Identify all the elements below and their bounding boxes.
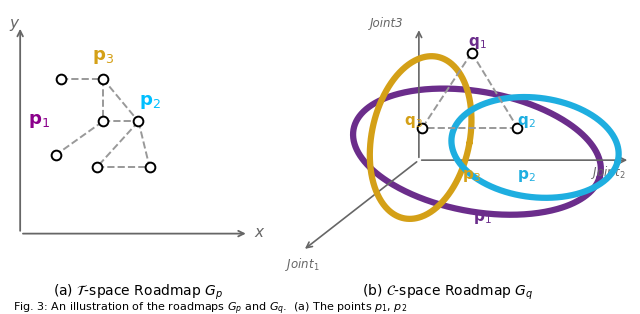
Text: p$_2$: p$_2$	[139, 93, 161, 111]
Text: (b) $\mathcal{C}$-space Roadmap $G_q$: (b) $\mathcal{C}$-space Roadmap $G_q$	[362, 282, 534, 301]
Text: Joint3: Joint3	[370, 17, 403, 30]
Text: p$_3$: p$_3$	[92, 48, 114, 66]
Text: p$_2$: p$_2$	[517, 168, 536, 184]
Text: p$_1$: p$_1$	[28, 112, 51, 130]
Text: q$_2$: q$_2$	[517, 114, 536, 130]
Text: $x$: $x$	[254, 225, 266, 240]
Text: q$_3$: q$_3$	[404, 114, 423, 130]
Text: Joint$_1$: Joint$_1$	[285, 256, 319, 273]
Text: Fig. 3: An illustration of the roadmaps $G_p$ and $G_q$.  (a) The points $p_1$, : Fig. 3: An illustration of the roadmaps …	[13, 300, 407, 314]
Text: q$_1$: q$_1$	[468, 35, 486, 51]
Text: $y$: $y$	[9, 17, 20, 33]
Text: (a) $\mathcal{T}$-space Roadmap $G_p$: (a) $\mathcal{T}$-space Roadmap $G_p$	[52, 282, 223, 301]
Text: Joint$_2$: Joint$_2$	[591, 164, 626, 181]
Text: p$_3$: p$_3$	[462, 168, 481, 184]
Text: p$_1$: p$_1$	[473, 210, 492, 226]
